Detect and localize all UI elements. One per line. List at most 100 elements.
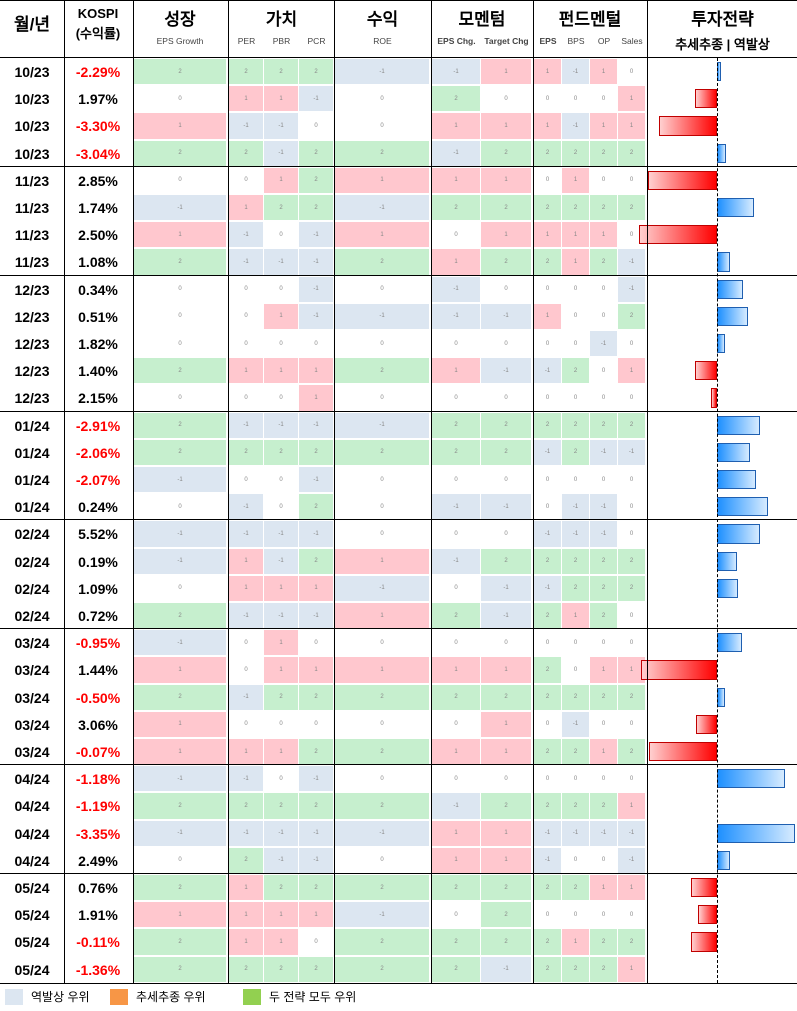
- row-kospi-return: -2.06%: [75, 444, 121, 461]
- row-date: 03/24: [14, 662, 50, 679]
- trend-bar: [695, 714, 717, 734]
- sub-sales: Sales: [621, 36, 643, 46]
- score-cell-bps: 2: [562, 793, 589, 819]
- score-cell-eps-chg: 1: [432, 358, 480, 384]
- row-date: 04/24: [14, 825, 50, 842]
- trend-bar: [658, 116, 717, 136]
- score-cell-op: 2: [590, 603, 617, 629]
- score-cell-op: 2: [590, 929, 617, 955]
- row-kospi-return: -0.95%: [75, 635, 121, 652]
- row-date: 01/24: [14, 444, 50, 461]
- score-cell-eps-growth: 2: [134, 793, 226, 819]
- row-date: 12/23: [14, 281, 50, 298]
- score-cell-roe: 0: [335, 521, 429, 547]
- score-cell-op: 2: [590, 195, 617, 221]
- score-cell-eps-growth: 2: [134, 358, 226, 384]
- row-kospi-return: -1.18%: [75, 771, 121, 788]
- row-kospi-return: 3.06%: [78, 716, 118, 733]
- score-cell-eps: -1: [534, 847, 561, 873]
- score-cell-target-chg: 1: [481, 739, 531, 765]
- top-border: [0, 0, 797, 1]
- score-cell-eps-growth: 0: [134, 385, 226, 411]
- month-divider: [0, 873, 797, 874]
- score-cell-op: 0: [590, 467, 617, 493]
- score-cell-op: 2: [590, 575, 617, 601]
- row-date: 01/24: [14, 472, 50, 488]
- score-cell-eps: 0: [534, 167, 561, 193]
- score-cell-per: -1: [229, 684, 263, 710]
- score-cell-eps: 0: [534, 276, 561, 302]
- score-cell-roe: 0: [335, 494, 429, 520]
- reverse-bar: [717, 415, 760, 435]
- score-cell-roe: 2: [335, 684, 429, 710]
- score-cell-eps: 2: [534, 412, 561, 438]
- header-momentum: 모멘텀: [458, 10, 506, 29]
- score-cell-eps-growth: 2: [134, 956, 226, 982]
- score-cell-eps: -1: [534, 820, 561, 846]
- row-date: 02/24: [14, 553, 50, 570]
- score-cell-per: 1: [229, 195, 263, 221]
- score-cell-eps: 2: [534, 684, 561, 710]
- score-cell-roe: 2: [335, 249, 429, 275]
- score-cell-eps: 2: [534, 548, 561, 574]
- score-cell-per: -1: [229, 222, 263, 248]
- column-divider: [133, 0, 134, 983]
- score-cell-eps-growth: 2: [134, 412, 226, 438]
- score-cell-eps-growth: 1: [134, 113, 226, 139]
- legend-both: 두 전략 모두 우위: [243, 988, 356, 1005]
- score-cell-eps: 2: [534, 249, 561, 275]
- score-cell-target-chg: 1: [481, 657, 531, 683]
- row-date: 10/23: [14, 118, 50, 135]
- score-cell-roe: -1: [335, 902, 429, 928]
- score-cell-pbr: 1: [264, 929, 298, 955]
- score-cell-pcr: 0: [299, 630, 333, 656]
- score-cell-bps: -1: [562, 494, 589, 520]
- score-cell-pbr: -1: [264, 521, 298, 547]
- score-cell-target-chg: 0: [481, 385, 531, 411]
- score-cell-sales: 1: [618, 86, 645, 112]
- score-cell-target-chg: -1: [481, 303, 531, 329]
- row-kospi-return: 1.82%: [78, 336, 118, 352]
- score-cell-eps-chg: -1: [432, 140, 480, 166]
- row-date: 04/24: [14, 852, 50, 869]
- score-cell-eps-chg: 1: [432, 820, 480, 846]
- score-cell-roe: 0: [335, 86, 429, 112]
- score-cell-per: 0: [229, 167, 263, 193]
- sub-op: OP: [597, 36, 611, 46]
- reverse-bar: [717, 687, 725, 707]
- score-cell-eps-chg: 1: [432, 113, 480, 139]
- trend-bar: [639, 225, 717, 245]
- score-cell-pcr: 1: [299, 385, 333, 411]
- score-cell-eps: -1: [534, 575, 561, 601]
- score-cell-op: 1: [590, 113, 617, 139]
- score-cell-eps-chg: 0: [432, 222, 480, 248]
- header-month: 월/년: [13, 15, 50, 34]
- score-cell-eps: -1: [534, 521, 561, 547]
- row-date: 12/23: [14, 308, 50, 325]
- score-cell-eps-chg: 2: [432, 412, 480, 438]
- row-kospi-return: 2.85%: [78, 172, 118, 189]
- reverse-bar: [717, 823, 795, 843]
- score-cell-eps-growth: 0: [134, 331, 226, 357]
- score-cell-eps-chg: 1: [432, 167, 480, 193]
- row-kospi-return: 2.15%: [78, 390, 118, 407]
- score-cell-pcr: -1: [299, 467, 333, 493]
- reverse-bar: [717, 442, 750, 462]
- score-cell-eps-chg: 2: [432, 439, 480, 465]
- score-cell-pbr: -1: [264, 113, 298, 139]
- trend-bar: [648, 170, 717, 190]
- score-cell-pbr: 1: [264, 739, 298, 765]
- score-cell-eps-growth: 1: [134, 902, 226, 928]
- score-cell-roe: 2: [335, 140, 429, 166]
- score-cell-bps: -1: [562, 113, 589, 139]
- row-date: 12/23: [14, 390, 50, 407]
- score-cell-target-chg: 1: [481, 711, 531, 737]
- column-divider: [64, 0, 65, 983]
- score-cell-eps-chg: 2: [432, 684, 480, 710]
- score-cell-per: 2: [229, 59, 263, 85]
- score-cell-pcr: 2: [299, 494, 333, 520]
- score-cell-pcr: 2: [299, 875, 333, 901]
- score-cell-sales: 0: [618, 467, 645, 493]
- score-cell-eps-growth: 2: [134, 140, 226, 166]
- header-divider: [0, 57, 797, 58]
